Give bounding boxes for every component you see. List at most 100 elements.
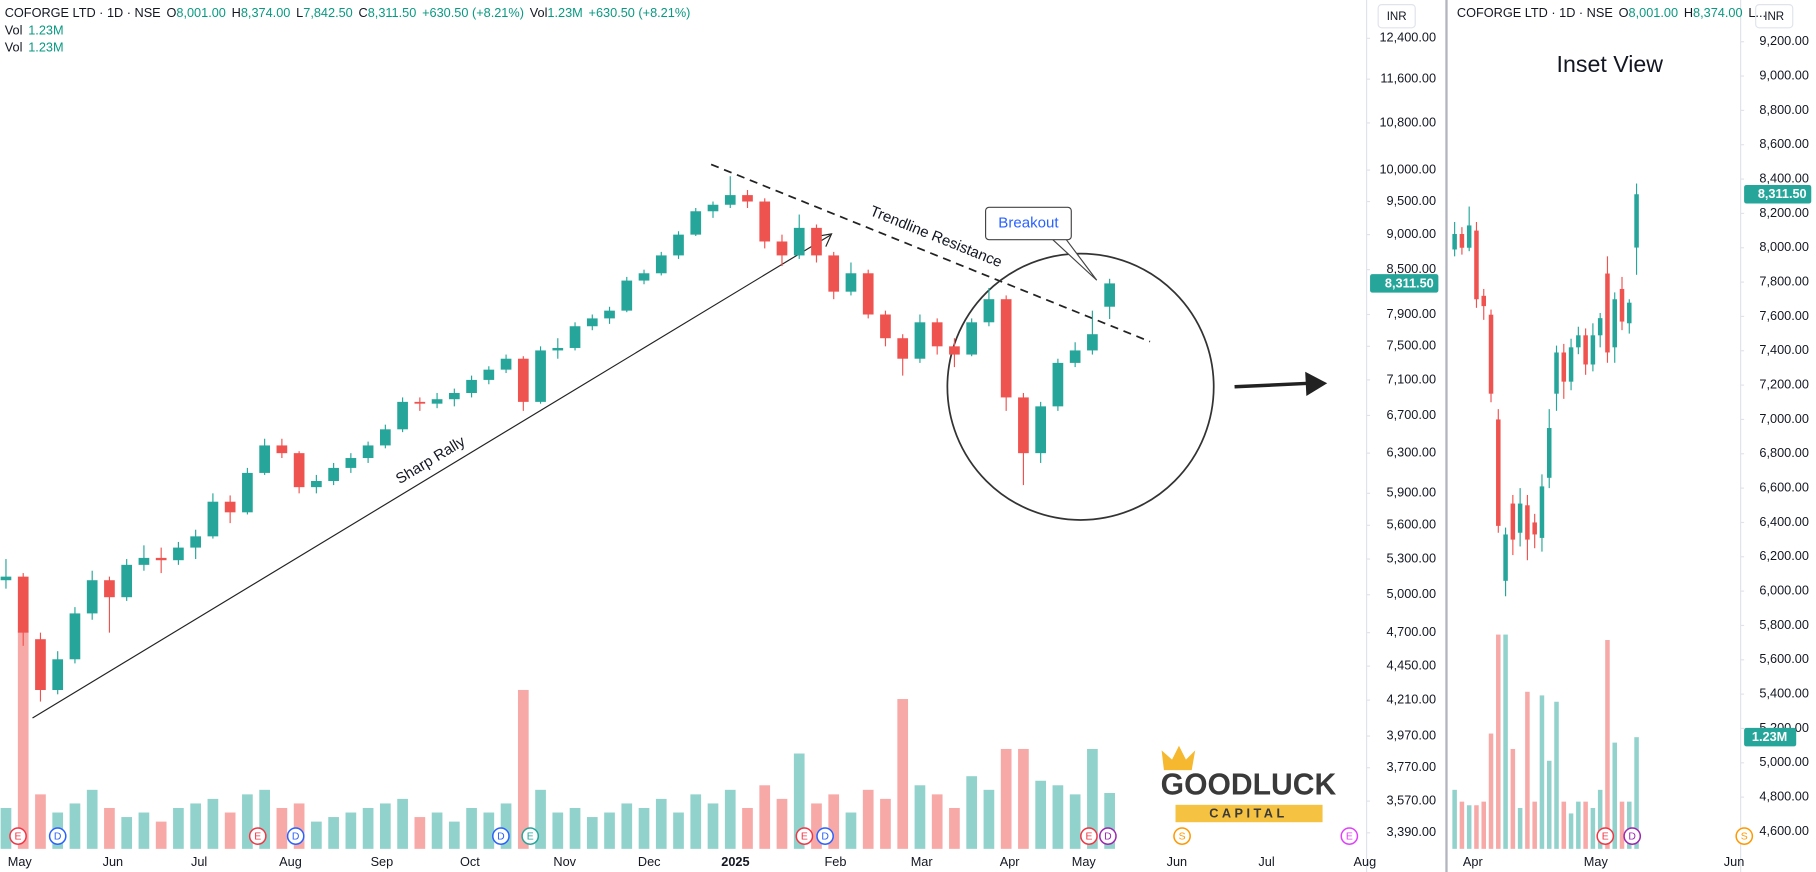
candle-body [604, 310, 615, 319]
event-marker [795, 827, 814, 845]
volume-bar [35, 794, 46, 849]
candle-body [1496, 419, 1501, 526]
candle-body [1590, 335, 1596, 365]
event-label: E [254, 831, 261, 842]
volume-bar [1481, 801, 1486, 849]
volume-bar [793, 753, 805, 849]
volume-bar [1466, 805, 1472, 849]
volume-bar [1104, 793, 1115, 849]
legend-item: O [166, 5, 176, 20]
legend-item: 1.23M [547, 5, 582, 20]
rally-line [32, 234, 831, 719]
volume-bar [86, 789, 98, 849]
x-tick-label: May [1584, 854, 1609, 869]
candle-body [707, 204, 719, 212]
y-tick-label: 6,300.00 [1387, 445, 1437, 460]
y-tick-label: 4,800.00 [1759, 789, 1809, 804]
candle-body [483, 369, 495, 380]
volume-bar [1517, 807, 1523, 849]
rally-arrowhead [817, 233, 833, 247]
event-marker [48, 827, 67, 845]
y-tick-label: 8,500.00 [1387, 261, 1437, 276]
candle-body [517, 358, 529, 402]
volume-bar [1619, 801, 1625, 849]
candle-body [328, 467, 339, 482]
legend-item: COFORGE LTD · 1D · NSE [1457, 5, 1613, 20]
volume-bar [121, 817, 133, 849]
legend-item: 8,001.00 [176, 5, 226, 20]
candle-body [1104, 283, 1115, 307]
candle-body [311, 481, 322, 488]
candle-body [1466, 225, 1472, 248]
candle-body [138, 557, 150, 565]
volume-bar [1510, 748, 1516, 849]
volume-legend: Vol 1.23M [5, 23, 64, 38]
volume-bar [276, 807, 288, 849]
y-tick-label: 6,700.00 [1387, 407, 1437, 422]
legend-item: 8,001.00 [1629, 5, 1679, 20]
event-label: S [1179, 831, 1186, 842]
legend-item: 7,842.50 [303, 5, 353, 20]
volume-bar [1525, 691, 1530, 849]
volume-bar [1087, 748, 1098, 849]
y-tick-label: 11,600.00 [1380, 71, 1436, 86]
y-tick-label: 8,800.00 [1759, 102, 1809, 117]
volume-bar [673, 812, 684, 849]
candle-body [759, 201, 771, 242]
volume-bar [0, 807, 12, 849]
x-tick-label: Aug [1354, 854, 1377, 869]
y-tick-label: 7,900.00 [1387, 306, 1437, 321]
volume-bar [586, 817, 598, 849]
candle-body [914, 322, 926, 359]
volume-legend-label: Vol [5, 23, 23, 38]
volume-legend: Vol 1.23M [5, 40, 64, 55]
volume-bar [1554, 701, 1559, 849]
candle-body [414, 401, 426, 404]
candle-body [949, 346, 960, 355]
legend-item: L... [1748, 5, 1766, 20]
volume-bar [1496, 634, 1501, 849]
candle-body [673, 234, 684, 256]
candle-body [17, 576, 29, 633]
candle-body [1554, 352, 1559, 394]
unit-box [1755, 4, 1794, 29]
x-tick-label: 2025 [721, 854, 749, 869]
candle-body [776, 241, 788, 256]
candle-body [190, 536, 202, 548]
callout-box [985, 206, 1072, 241]
volume-bar [604, 812, 615, 849]
legend-item: O [1619, 5, 1629, 20]
logo-band [1175, 804, 1323, 823]
volume-bar [655, 798, 667, 849]
event-label: E [15, 831, 22, 842]
candle-body [0, 576, 12, 581]
volume-bar [466, 807, 477, 849]
y-tick-label: 4,600.00 [1759, 823, 1809, 838]
volume-bar [242, 794, 253, 849]
volume-bar [1597, 789, 1603, 849]
x-tick-label: Jul [1258, 854, 1274, 869]
volume-bar [138, 812, 150, 849]
volume-bar [448, 821, 460, 849]
y-tick-label: 3,970.00 [1387, 727, 1437, 742]
candle-body [586, 318, 598, 327]
event-label: E [1602, 831, 1609, 842]
event-marker [1173, 827, 1191, 845]
candle-body [1525, 505, 1530, 540]
y-tick-label: 7,800.00 [1759, 273, 1809, 288]
volume-bar [311, 821, 322, 849]
event-marker [248, 827, 267, 845]
y-tick-label: 5,000.00 [1387, 586, 1437, 601]
logo-tagline: CAPITAL [1209, 805, 1287, 820]
legend-header: COFORGE LTD · 1D · NSE O8,001.00 H8,374.00… [1457, 5, 1766, 20]
volume-bar [1627, 801, 1632, 849]
candle-body [1568, 347, 1574, 382]
candle-body [448, 392, 460, 400]
candle-body [86, 580, 98, 614]
volume-bar [293, 803, 305, 849]
last-price-label: 8,311.50 [1385, 275, 1434, 290]
volume-bar [17, 630, 29, 849]
volume-bar [431, 812, 443, 849]
candle-body [828, 255, 840, 292]
